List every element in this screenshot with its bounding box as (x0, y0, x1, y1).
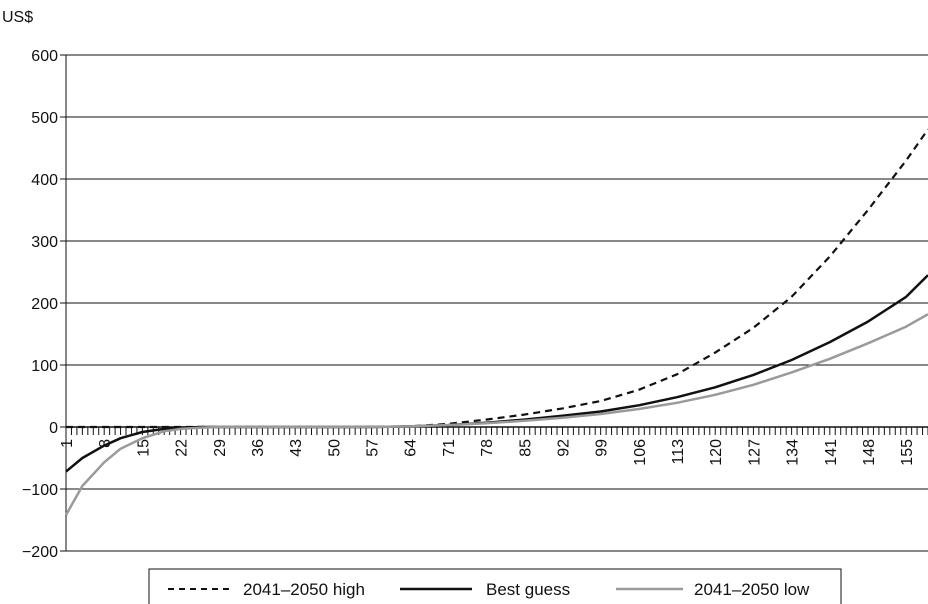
y-axis-ticks: 600 500 400 300 200 100 0 −100 −200 (22, 48, 66, 561)
x-tick-label: 85 (517, 439, 534, 457)
x-tick-label: 92 (555, 439, 572, 457)
x-tick-label: 50 (326, 439, 343, 457)
legend-label-high: 2041–2050 high (243, 580, 365, 599)
x-tick-label: 36 (250, 439, 267, 457)
y-tick-label: 300 (31, 234, 58, 251)
y-tick-label: 500 (31, 110, 58, 127)
series-lines (64, 128, 928, 516)
x-tick-label: 1 (59, 439, 76, 448)
y-tick-label: 0 (49, 420, 58, 437)
x-tick-label: 8 (97, 439, 114, 448)
x-tick-label: 78 (479, 439, 496, 457)
x-tick-label: 141 (823, 439, 840, 466)
x-tick-label: 71 (441, 439, 458, 457)
x-tick-label: 106 (632, 439, 649, 466)
series-line-high (66, 128, 928, 429)
legend: 2041–2050 high Best guess 2041–2050 low (148, 568, 842, 604)
y-tick-label: 600 (31, 48, 58, 65)
grid-lines (66, 54, 928, 552)
x-tick-label: 43 (288, 439, 305, 457)
x-tick-label: 99 (594, 439, 611, 457)
y-tick-label: −200 (22, 544, 58, 561)
x-tick-label: 134 (785, 439, 802, 466)
x-tick-label: 64 (403, 439, 420, 457)
y-tick-label: 400 (31, 172, 58, 189)
x-tick-label: 22 (174, 439, 191, 457)
y-tick-label: 100 (31, 358, 58, 375)
x-axis-ticks: 1 8 15 22 29 36 43 50 57 64 71 78 85 92 99 106 113 120 127… (59, 427, 928, 466)
y-axis-title: US$ (2, 9, 33, 26)
x-tick-label: 120 (708, 439, 725, 466)
legend-label-best-guess: Best guess (486, 580, 570, 599)
x-tick-label: 127 (746, 439, 763, 466)
x-tick-label: 155 (899, 439, 916, 466)
legend-label-low: 2041–2050 low (694, 580, 810, 599)
series-line-low (64, 313, 928, 516)
y-tick-label: 200 (31, 296, 58, 313)
x-tick-label: 113 (670, 439, 687, 465)
legend-box (148, 568, 842, 604)
y-tick-label: −100 (22, 482, 58, 499)
x-tick-label: 15 (135, 439, 152, 457)
x-tick-label: 29 (212, 439, 229, 457)
x-tick-label: 148 (861, 439, 878, 466)
x-tick-label: 57 (365, 439, 382, 457)
